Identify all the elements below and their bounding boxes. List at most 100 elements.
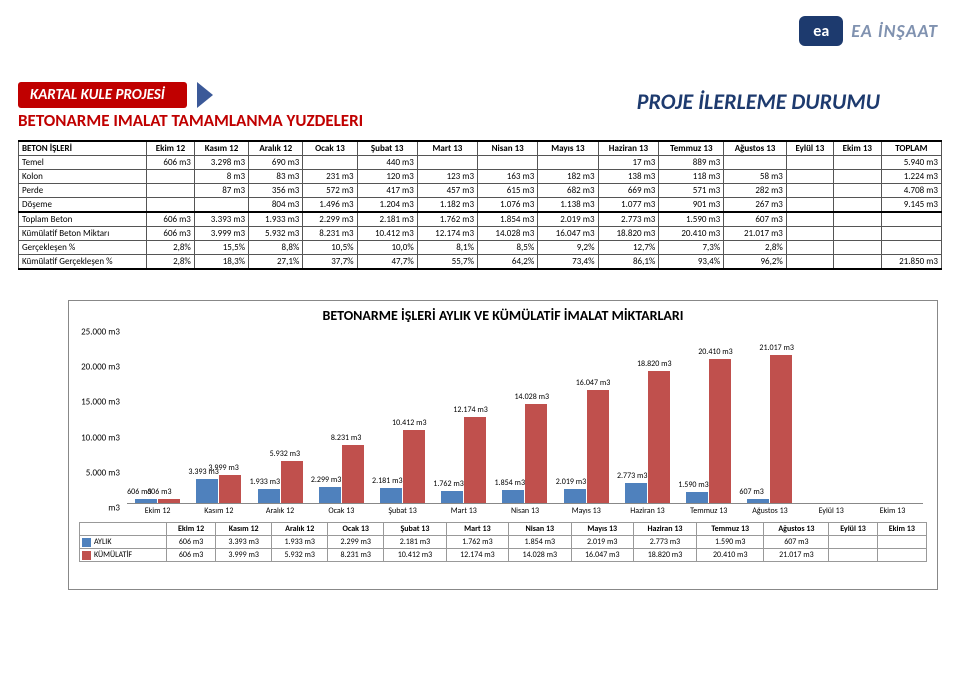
table-cell: 615 m3 — [478, 184, 538, 198]
table-cell — [538, 156, 598, 170]
page-heading: PROJE İLERLEME DURUMU — [637, 88, 880, 115]
table-cell: 9.145 m3 — [881, 198, 941, 213]
table-cell: 282 m3 — [724, 184, 787, 198]
table-cell: 1.762 m3 — [417, 212, 477, 227]
table-cell: 12,7% — [598, 241, 659, 255]
row-label: Döşeme — [19, 198, 147, 213]
section-subtitle: BETONARME IMALAT TAMAMLANMA YUZDELERI — [18, 110, 363, 131]
bar-aylik — [564, 489, 586, 503]
x-tick-label: Ocak 13 — [311, 504, 372, 516]
chart-x-labels: Ekim 12Kasım 12Aralık 12Ocak 13Şubat 13M… — [127, 504, 923, 516]
legend-cell: 2.299 m3 — [328, 536, 384, 549]
table-cell: 457 m3 — [417, 184, 477, 198]
table-cell: 1.138 m3 — [538, 198, 598, 213]
bar-aylik — [625, 483, 647, 503]
table-cell: 10.412 m3 — [357, 227, 417, 241]
table-cell — [881, 241, 941, 255]
bar-kumulatif — [648, 371, 670, 503]
legend-label-aylik: AYLIK — [80, 536, 167, 549]
production-table: BETON İŞLERİEkim 12Kasım 12Aralık 12Ocak… — [18, 140, 942, 270]
table-cell — [786, 212, 833, 227]
table-cell: 8,8% — [249, 241, 303, 255]
table-cell: 8,5% — [478, 241, 538, 255]
bar-value-label: 14.028 m3 — [515, 392, 550, 402]
table-cell — [786, 227, 833, 241]
table-cell: 3.298 m3 — [194, 156, 248, 170]
table-cell: 1.933 m3 — [249, 212, 303, 227]
bar-kumulatif — [464, 417, 486, 503]
table-cell — [786, 170, 833, 184]
table-cell — [833, 156, 881, 170]
table-cell: 2.299 m3 — [303, 212, 357, 227]
table-cell: 1.224 m3 — [881, 170, 941, 184]
x-tick-label: Aralık 12 — [249, 504, 310, 516]
row-label: Temel — [19, 156, 147, 170]
table-cell: 804 m3 — [249, 198, 303, 213]
row-label: Kümülatif Gerçekleşen % — [19, 255, 147, 270]
x-tick-label: Eylül 13 — [801, 504, 862, 516]
legend-cell: 606 m3 — [167, 536, 216, 549]
bar-value-label: 10.412 m3 — [392, 418, 427, 428]
table-cell: 5.940 m3 — [881, 156, 941, 170]
bar-group: 607 m321.017 m3 — [745, 355, 794, 503]
legend-label-kumulatif: KÜMÜLATİF — [80, 549, 167, 562]
legend-cell: 3.999 m3 — [216, 549, 272, 562]
table-cell — [833, 241, 881, 255]
table-cell — [833, 170, 881, 184]
logo-mark: ea — [799, 16, 843, 46]
bar-value-label: 1.854 m3 — [495, 478, 526, 488]
table-cell: 2.773 m3 — [598, 212, 659, 227]
col-header: BETON İŞLERİ — [19, 141, 147, 156]
table-cell: 83 m3 — [249, 170, 303, 184]
legend-cell: 607 m3 — [764, 536, 829, 549]
table-cell: 1.076 m3 — [478, 198, 538, 213]
table-cell: 8,1% — [417, 241, 477, 255]
table-cell: 21.017 m3 — [724, 227, 787, 241]
bar-aylik — [380, 488, 402, 503]
legend-cell — [829, 536, 877, 549]
table-cell: 1.854 m3 — [478, 212, 538, 227]
table-cell: 18.820 m3 — [598, 227, 659, 241]
bar-group: 2.773 m318.820 m3 — [623, 371, 672, 503]
table-cell: 2.019 m3 — [538, 212, 598, 227]
legend-cell: 16.047 m3 — [571, 549, 633, 562]
x-tick-label: Mart 13 — [433, 504, 494, 516]
chart-plot-area: 606 m3606 m33.393 m33.999 m31.933 m35.93… — [127, 328, 923, 504]
table-cell — [194, 198, 248, 213]
table-cell: 572 m3 — [303, 184, 357, 198]
table-cell — [833, 198, 881, 213]
bar-value-label: 21.017 m3 — [759, 343, 794, 353]
legend-cell: 5.932 m3 — [272, 549, 328, 562]
table-cell — [147, 170, 195, 184]
legend-cell: 20.410 m3 — [697, 549, 764, 562]
col-header: Eylül 13 — [786, 141, 833, 156]
table-cell: 901 m3 — [659, 198, 724, 213]
bar-kumulatif — [525, 404, 547, 503]
table-cell: 1.496 m3 — [303, 198, 357, 213]
table-cell: 607 m3 — [724, 212, 787, 227]
table-cell: 96,2% — [724, 255, 787, 270]
table-cell — [303, 156, 357, 170]
bar-value-label: 12.174 m3 — [453, 405, 488, 415]
legend-swatch-kumulatif — [82, 551, 91, 560]
table-cell: 8.231 m3 — [303, 227, 357, 241]
table-cell — [833, 212, 881, 227]
legend-cell: 1.590 m3 — [697, 536, 764, 549]
table-cell — [147, 184, 195, 198]
table-cell — [786, 184, 833, 198]
row-label: Gerçekleşen % — [19, 241, 147, 255]
table-cell — [833, 255, 881, 270]
legend-cell: 18.820 m3 — [633, 549, 696, 562]
table-cell: 1.590 m3 — [659, 212, 724, 227]
legend-swatch-aylik — [82, 538, 91, 547]
table-cell: 21.850 m3 — [881, 255, 941, 270]
bar-value-label: 606 m3 — [147, 487, 171, 497]
logo-text: EA İNŞAAT — [851, 20, 938, 42]
bar-value-label: 5.932 m3 — [270, 449, 301, 459]
table-cell: 27,1% — [249, 255, 303, 270]
legend-cell: 1.933 m3 — [272, 536, 328, 549]
table-cell — [786, 156, 833, 170]
x-tick-label: Temmuz 13 — [678, 504, 739, 516]
table-cell: 669 m3 — [598, 184, 659, 198]
table-cell — [786, 198, 833, 213]
